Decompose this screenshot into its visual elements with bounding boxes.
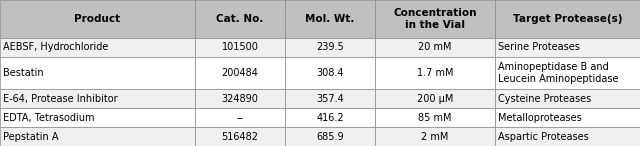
Bar bbox=[0, 108, 195, 127]
Text: 308.4: 308.4 bbox=[316, 68, 344, 78]
Text: Bestatin: Bestatin bbox=[3, 68, 44, 78]
Bar bbox=[285, 89, 375, 108]
Text: Cat. No.: Cat. No. bbox=[216, 14, 264, 24]
Bar bbox=[285, 108, 375, 127]
Bar bbox=[375, 108, 495, 127]
Bar bbox=[375, 89, 495, 108]
Text: 85 mM: 85 mM bbox=[419, 113, 452, 123]
Text: Metalloproteases: Metalloproteases bbox=[498, 113, 582, 123]
Text: E-64, Protease Inhibitor: E-64, Protease Inhibitor bbox=[3, 94, 118, 104]
Text: Aspartic Proteases: Aspartic Proteases bbox=[498, 132, 589, 142]
Bar bbox=[285, 0, 375, 38]
Text: Concentration
in the Vial: Concentration in the Vial bbox=[393, 8, 477, 30]
Text: 2 mM: 2 mM bbox=[421, 132, 449, 142]
Text: Cysteine Proteases: Cysteine Proteases bbox=[498, 94, 591, 104]
Bar bbox=[285, 57, 375, 89]
Bar bbox=[495, 38, 640, 57]
Bar bbox=[195, 0, 285, 38]
Bar bbox=[495, 108, 640, 127]
Text: Aminopeptidase B and
Leucein Aminopeptidase: Aminopeptidase B and Leucein Aminopeptid… bbox=[498, 62, 618, 84]
Text: Target Protease(s): Target Protease(s) bbox=[513, 14, 622, 24]
Bar bbox=[0, 38, 195, 57]
Text: 101500: 101500 bbox=[221, 42, 259, 52]
Text: Pepstatin A: Pepstatin A bbox=[3, 132, 58, 142]
Bar bbox=[375, 57, 495, 89]
Text: Serine Proteases: Serine Proteases bbox=[498, 42, 580, 52]
Bar bbox=[495, 0, 640, 38]
Bar bbox=[285, 38, 375, 57]
Bar bbox=[375, 38, 495, 57]
Bar bbox=[195, 108, 285, 127]
Bar bbox=[285, 127, 375, 146]
Bar bbox=[495, 89, 640, 108]
Text: AEBSF, Hydrochloride: AEBSF, Hydrochloride bbox=[3, 42, 108, 52]
Text: 200 μM: 200 μM bbox=[417, 94, 453, 104]
Text: Mol. Wt.: Mol. Wt. bbox=[305, 14, 355, 24]
Bar bbox=[195, 89, 285, 108]
Text: EDTA, Tetrasodium: EDTA, Tetrasodium bbox=[3, 113, 95, 123]
Text: 324890: 324890 bbox=[221, 94, 259, 104]
Bar bbox=[0, 0, 195, 38]
Text: Product: Product bbox=[74, 14, 120, 24]
Bar bbox=[195, 57, 285, 89]
Bar bbox=[495, 127, 640, 146]
Text: --: -- bbox=[237, 113, 243, 123]
Bar bbox=[0, 57, 195, 89]
Bar bbox=[195, 38, 285, 57]
Text: 416.2: 416.2 bbox=[316, 113, 344, 123]
Bar bbox=[375, 0, 495, 38]
Text: 685.9: 685.9 bbox=[316, 132, 344, 142]
Text: 20 mM: 20 mM bbox=[419, 42, 452, 52]
Text: 516482: 516482 bbox=[221, 132, 259, 142]
Text: 200484: 200484 bbox=[221, 68, 259, 78]
Bar bbox=[195, 127, 285, 146]
Bar bbox=[495, 57, 640, 89]
Text: 1.7 mM: 1.7 mM bbox=[417, 68, 453, 78]
Text: 357.4: 357.4 bbox=[316, 94, 344, 104]
Bar bbox=[0, 127, 195, 146]
Bar bbox=[0, 89, 195, 108]
Bar bbox=[375, 127, 495, 146]
Text: 239.5: 239.5 bbox=[316, 42, 344, 52]
